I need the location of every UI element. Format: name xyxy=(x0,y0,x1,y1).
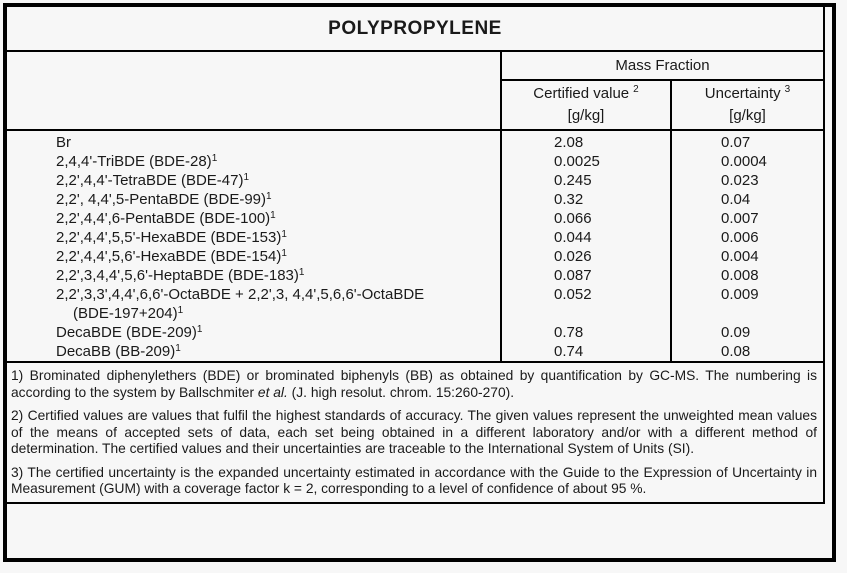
certificate-table: POLYPROPYLENE Mass Fraction Certified va… xyxy=(7,7,825,504)
substance-name: 2,2',4,4',5,6'-HexaBDE (BDE-154)1 xyxy=(7,247,502,266)
certified-value-cell: 0.044 xyxy=(554,229,592,246)
substance-name: 2,2',4,4'-TetraBDE (BDE-47)1 xyxy=(7,171,502,190)
substance-label: 2,2',4,4'-TetraBDE (BDE-47) xyxy=(56,172,244,189)
column-divider xyxy=(670,131,672,361)
column-label: Certified value xyxy=(533,85,630,102)
footnote-ref-2: 2 xyxy=(633,84,639,95)
table-header: Mass Fraction Certified value 2 [g/kg] Un… xyxy=(7,52,823,131)
uncertainty-value-cell: 0.006 xyxy=(721,229,759,246)
footnotes-section: 1) Brominated diphenylethers (BDE) or br… xyxy=(7,361,823,502)
table-row: 2,2',3,4,4',5,6'-HeptaBDE (BDE-183)1 0.0… xyxy=(7,266,823,285)
footnote-ref: 1 xyxy=(266,191,272,202)
certified-value-cell xyxy=(502,304,672,323)
certified-value-cell: 0.245 xyxy=(554,172,592,189)
column-header-uncertainty-label-line: Uncertainty 3 xyxy=(672,84,823,106)
uncertainty-value-cell: 0.008 xyxy=(721,267,759,284)
column-header-uncertainty: Uncertainty 3 [g/kg] xyxy=(672,81,823,129)
footnote-1-italic: et al. xyxy=(257,384,288,400)
column-header-certified-label-line: Certified value 2 xyxy=(502,84,670,106)
table-row: 2,2',4,4'-TetraBDE (BDE-47)1 0.245 0.023 xyxy=(7,171,823,190)
substance-column-header-empty xyxy=(7,52,502,129)
substance-label: 2,2',3,4,4',5,6'-HeptaBDE (BDE-183) xyxy=(56,267,299,284)
certified-value-cell: 0.32 xyxy=(554,191,584,208)
column-unit: [g/kg] xyxy=(567,107,605,124)
table-row: Br 2.08 0.07 xyxy=(7,133,823,152)
substance-label: DecaBDE (BDE-209) xyxy=(56,324,197,341)
substance-label: Br xyxy=(56,134,71,151)
table-row-continuation: (BDE-197+204)1 xyxy=(7,304,823,323)
substance-label: DecaBB (BB-209) xyxy=(56,343,176,360)
table-body: Br 2.08 0.07 2,4,4'-TriBDE (BDE-28)1 0.0… xyxy=(7,131,823,361)
footnote-ref: 1 xyxy=(177,305,184,316)
certified-value-cell: 0.74 xyxy=(554,343,584,360)
uncertainty-value-cell xyxy=(672,304,823,323)
uncertainty-value-cell: 0.007 xyxy=(721,210,759,227)
footnote-ref: 1 xyxy=(196,324,203,335)
table-row: 2,2',3,3',4,4',6,6'-OctaBDE + 2,2',3, 4,… xyxy=(7,285,823,304)
table-row: DecaBB (BB-209)1 0.74 0.08 xyxy=(7,342,823,361)
footnote-ref: 1 xyxy=(298,267,305,278)
footnote-ref-3: 3 xyxy=(784,84,791,95)
certified-value-cell: 0.087 xyxy=(554,267,592,284)
substance-name: 2,2',4,4',5,5'-HexaBDE (BDE-153)1 xyxy=(7,228,502,247)
substance-name: 2,2', 4,4',5-PentaBDE (BDE-99)1 xyxy=(7,190,502,209)
substance-name: Br xyxy=(7,133,502,152)
substance-name: 2,2',4,4',6-PentaBDE (BDE-100)1 xyxy=(7,209,502,228)
substance-name: 2,2',3,4,4',5,6'-HeptaBDE (BDE-183)1 xyxy=(7,266,502,285)
footnote-1: 1) Brominated diphenylethers (BDE) or br… xyxy=(11,368,817,401)
certified-value-cell: 0.052 xyxy=(554,286,592,303)
footnote-ref: 1 xyxy=(211,153,218,164)
footnote-ref: 1 xyxy=(281,248,287,259)
substance-label: 2,2',3,3',4,4',6,6'-OctaBDE + 2,2',3, 4,… xyxy=(56,286,425,303)
substance-name: DecaBDE (BDE-209)1 xyxy=(7,323,502,342)
substance-label: (BDE-197+204) xyxy=(73,305,178,322)
uncertainty-value-cell: 0.009 xyxy=(721,286,759,303)
table-row: 2,2',4,4',5,6'-HexaBDE (BDE-154)1 0.026 … xyxy=(7,247,823,266)
table-row: 2,2',4,4',5,5'-HexaBDE (BDE-153)1 0.044 … xyxy=(7,228,823,247)
substance-label: 2,2',4,4',5,6'-HexaBDE (BDE-154) xyxy=(56,248,282,265)
sub-column-headers: Certified value 2 [g/kg] Uncertainty 3 [g/… xyxy=(502,81,823,129)
column-label: Uncertainty xyxy=(704,85,781,102)
column-divider xyxy=(500,131,502,361)
table-row: 2,4,4'-TriBDE (BDE-28)1 0.0025 0.0004 xyxy=(7,152,823,171)
certified-value-cell: 0.0025 xyxy=(554,153,600,170)
substance-name: 2,2',3,3',4,4',6,6'-OctaBDE + 2,2',3, 4,… xyxy=(7,285,502,304)
table-row: 2,2', 4,4',5-PentaBDE (BDE-99)1 0.32 0.0… xyxy=(7,190,823,209)
substance-name: DecaBB (BB-209)1 xyxy=(7,342,502,361)
uncertainty-value-cell: 0.08 xyxy=(721,343,751,360)
uncertainty-value-cell: 0.09 xyxy=(721,324,751,341)
certified-value-cell: 2.08 xyxy=(554,134,584,151)
substance-label: 2,2',4,4',6-PentaBDE (BDE-100) xyxy=(56,210,271,227)
mass-fraction-header-group: Mass Fraction Certified value 2 [g/kg] Un… xyxy=(502,52,823,129)
column-unit: [g/kg] xyxy=(729,107,766,124)
footnote-ref: 1 xyxy=(281,229,287,240)
uncertainty-value-cell: 0.0004 xyxy=(721,153,767,170)
substance-label: 2,2',4,4',5,5'-HexaBDE (BDE-153) xyxy=(56,229,282,246)
footnote-1-text: 1) Brominated diphenylethers (BDE) or br… xyxy=(11,368,817,400)
footnote-ref: 1 xyxy=(270,210,276,221)
footnote-1-reference: (J. high resolut. chrom. 15:260-270). xyxy=(287,384,515,400)
table-row: DecaBDE (BDE-209)1 0.78 0.09 xyxy=(7,323,823,342)
footnote-ref: 1 xyxy=(243,172,250,183)
uncertainty-value-cell: 0.07 xyxy=(721,134,751,151)
document-frame: POLYPROPYLENE Mass Fraction Certified va… xyxy=(3,3,836,562)
certified-value-cell: 0.066 xyxy=(554,210,592,227)
group-header-mass-fraction: Mass Fraction xyxy=(502,52,823,81)
certified-value-cell: 0.78 xyxy=(554,324,584,341)
substance-label: 2,4,4'-TriBDE (BDE-28) xyxy=(56,153,212,170)
footnote-3: 3) The certified uncertainty is the expa… xyxy=(11,464,817,497)
footnote-2: 2) Certified values are values that fulf… xyxy=(11,408,817,456)
column-header-certified-value: Certified value 2 [g/kg] xyxy=(502,81,672,129)
substance-name: 2,4,4'-TriBDE (BDE-28)1 xyxy=(7,152,502,171)
table-row: 2,2',4,4',6-PentaBDE (BDE-100)1 0.066 0.… xyxy=(7,209,823,228)
uncertainty-value-cell: 0.004 xyxy=(721,248,759,265)
uncertainty-value-cell: 0.04 xyxy=(721,191,751,208)
substance-label: 2,2', 4,4',5-PentaBDE (BDE-99) xyxy=(56,191,266,208)
uncertainty-value-cell: 0.023 xyxy=(721,172,759,189)
substance-name: (BDE-197+204)1 xyxy=(7,304,502,323)
certified-value-cell: 0.026 xyxy=(554,248,592,265)
footnote-ref: 1 xyxy=(175,343,181,354)
page-title: POLYPROPYLENE xyxy=(7,7,823,52)
